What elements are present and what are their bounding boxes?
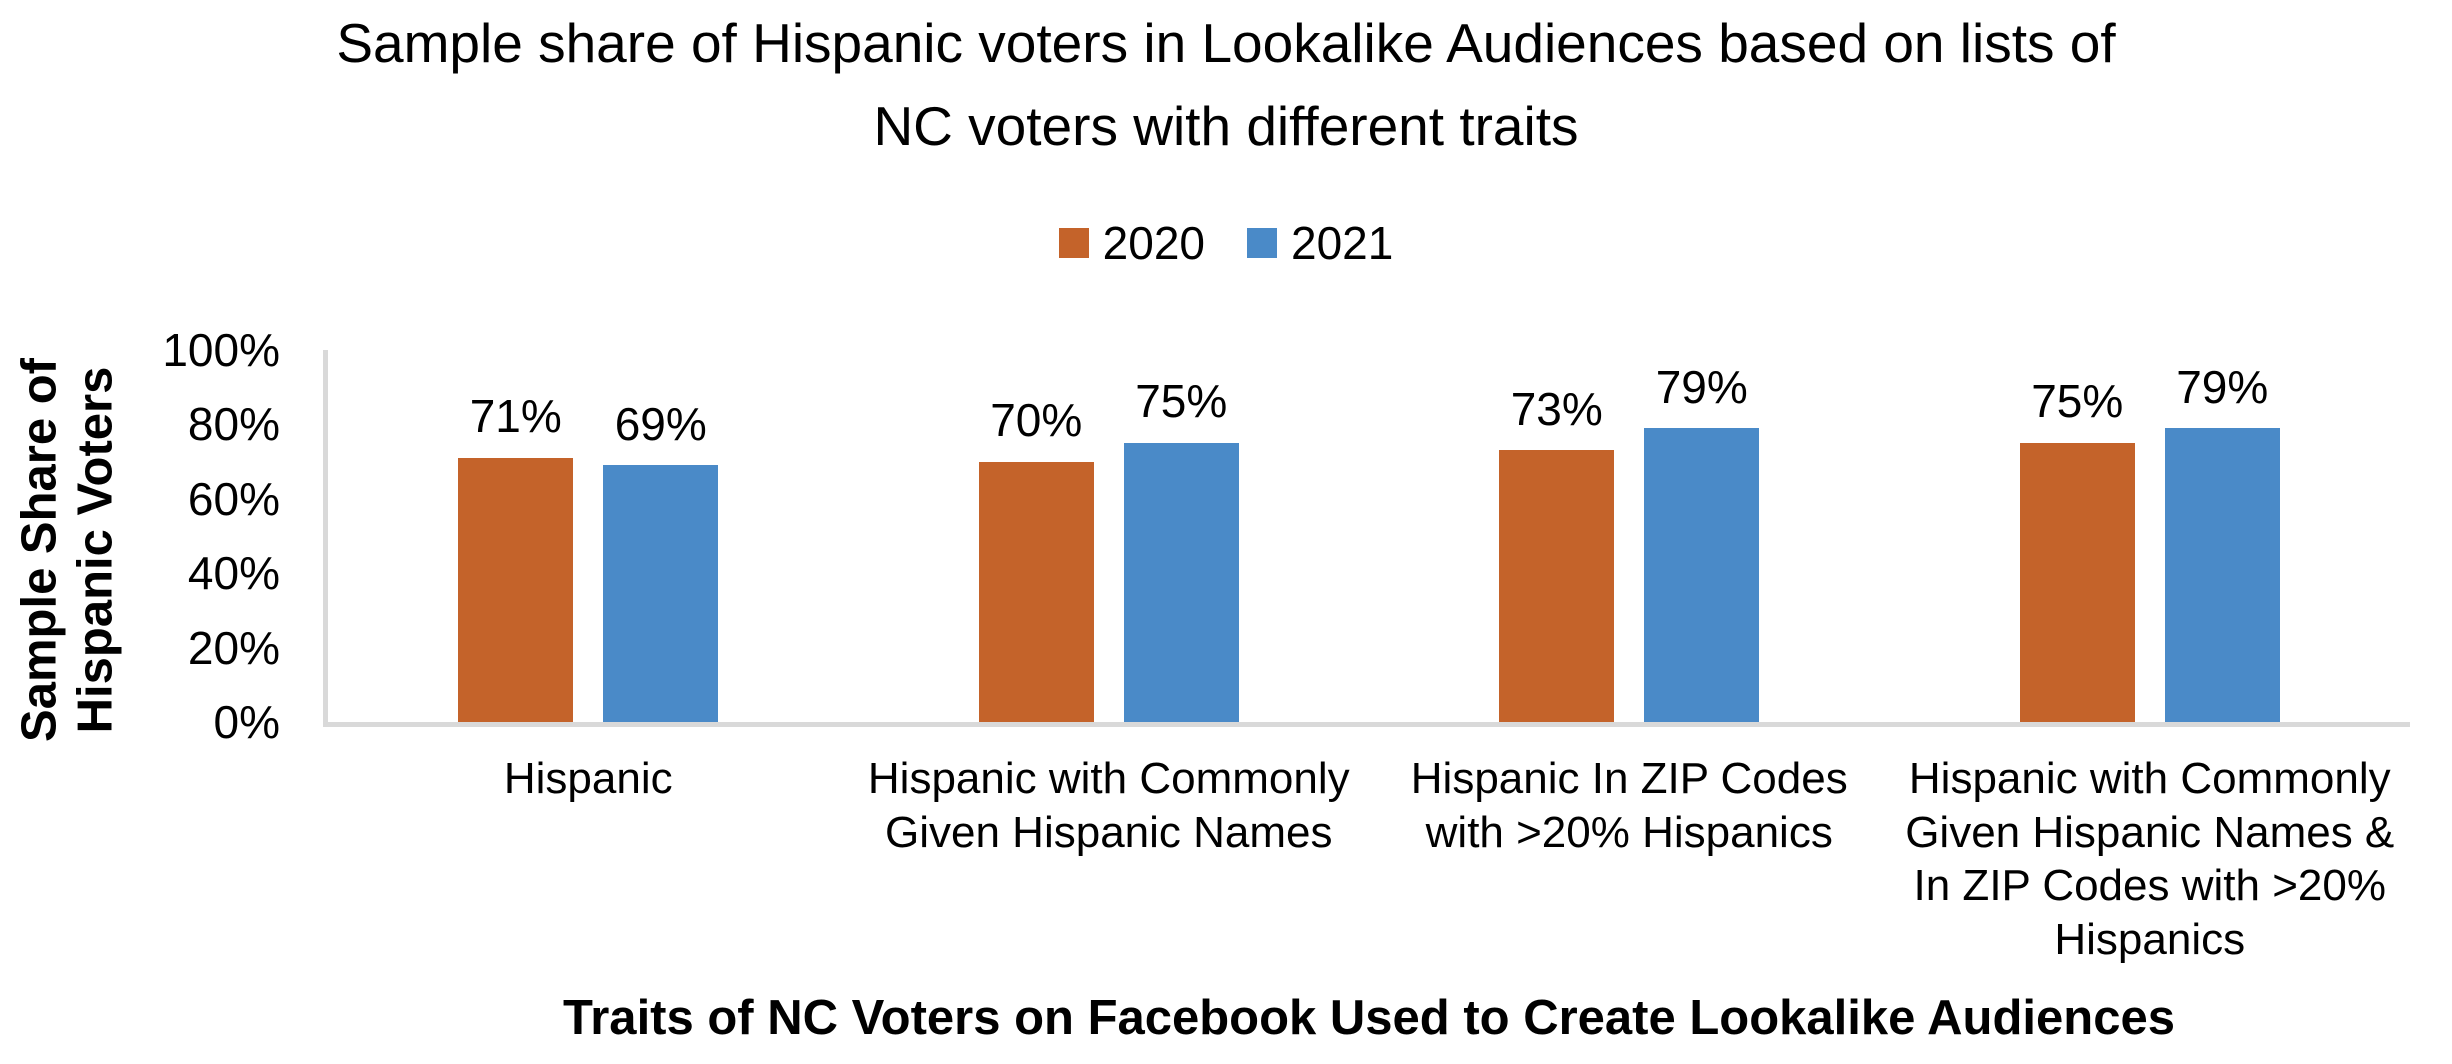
y-tick-label: 80% [187, 398, 280, 451]
legend-label: 2021 [1291, 217, 1394, 269]
bar-wrap-2021: 69% [603, 350, 719, 722]
legend-label: 2020 [1102, 217, 1205, 269]
y-tick-label: 60% [187, 472, 280, 525]
x-axis-title: Traits of NC Voters on Facebook Used to … [563, 991, 2175, 1045]
bar-wrap-2021: 79% [1644, 350, 1760, 722]
y-axis-ticks: 0% 20% 40% 60% 80% 100% [0, 325, 280, 747]
bar-value-label: 75% [1135, 375, 1228, 428]
x-axis-line [323, 722, 2410, 727]
bar-wrap-2020: 70% [978, 350, 1094, 722]
bar-wrap-2020: 73% [1499, 350, 1615, 722]
y-tick-label: 20% [187, 621, 280, 674]
bar-value-label: 75% [2031, 375, 2124, 428]
bar-2021 [1123, 443, 1239, 722]
y-axis-line [323, 350, 328, 727]
bar-wrap-2021: 79% [2164, 350, 2280, 722]
category-label: Hispanic In ZIP Codes with >20% Hispanic… [1410, 754, 1848, 857]
bar-2020 [458, 457, 574, 722]
category-label: Hispanic with Commonly Given Hispanic Na… [867, 754, 1350, 857]
bar-wrap-2020: 71% [458, 350, 574, 722]
plot-area: 71% 69% 70% 75% 73% 79% 75% 79% [323, 350, 2410, 727]
category-label: Hispanic [503, 754, 673, 803]
legend: 2020 2021 [0, 216, 2452, 270]
y-tick-label: 0% [213, 696, 280, 748]
bar-group: 70% 75% [849, 350, 1370, 722]
bar-wrap-2020: 75% [2019, 350, 2135, 722]
bar-value-label: 73% [1510, 382, 1603, 435]
bar-group: 73% 79% [1369, 350, 1890, 722]
bar-value-label: 71% [469, 390, 562, 443]
bar-value-label: 79% [2176, 360, 2269, 413]
x-axis-category-labels: Hispanic Hispanic with Commonly Given His… [328, 752, 2410, 967]
plot-groups: 71% 69% 70% 75% 73% 79% 75% 79% [328, 350, 2410, 722]
category-label-cell: Hispanic [328, 752, 849, 967]
legend-swatch-icon [1247, 228, 1277, 258]
chart-title-line2: NC voters with different traits [873, 94, 1579, 157]
bar-value-label: 79% [1655, 360, 1748, 413]
chart-title: Sample share of Hispanic voters in Looka… [0, 2, 2452, 167]
category-label-cell: Hispanic with Commonly Given Hispanic Na… [849, 752, 1370, 967]
bar-2021 [2164, 428, 2280, 722]
bar-2020 [1499, 450, 1615, 722]
y-tick-label: 100% [162, 324, 280, 376]
bar-2020 [978, 461, 1094, 722]
bar-value-label: 70% [990, 394, 1083, 447]
bar-2021 [1644, 428, 1760, 722]
category-label-cell: Hispanic with Commonly Given Hispanic Na… [1890, 752, 2411, 967]
bar-2020 [2019, 443, 2135, 722]
legend-item-2020: 2020 [1058, 216, 1205, 270]
category-label-cell: Hispanic In ZIP Codes with >20% Hispanic… [1369, 752, 1890, 967]
bar-2021 [603, 465, 719, 722]
y-tick-label: 40% [187, 547, 280, 600]
bar-value-label: 69% [614, 397, 707, 450]
legend-swatch-icon [1058, 228, 1089, 258]
bar-wrap-2021: 75% [1123, 350, 1239, 722]
legend-item-2021: 2021 [1247, 216, 1393, 270]
bar-group: 75% 79% [1890, 350, 2411, 722]
bar-group: 71% 69% [328, 350, 849, 722]
category-label: Hispanic with Commonly Given Hispanic Na… [1905, 754, 2395, 965]
chart-title-line1: Sample share of Hispanic voters in Looka… [336, 12, 2116, 74]
